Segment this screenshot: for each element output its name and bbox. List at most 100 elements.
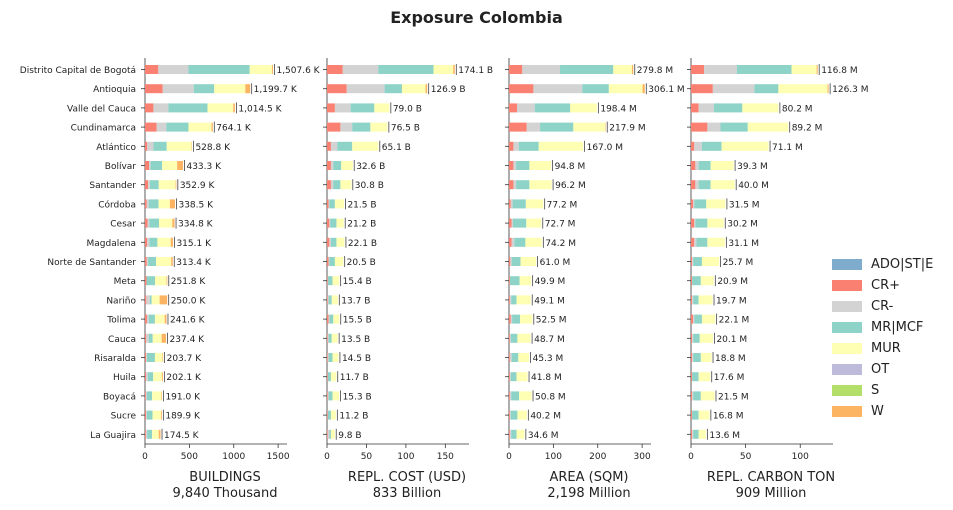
bar-segment-mur (330, 429, 335, 439)
panel-total-label: 833 Billion (373, 486, 442, 501)
bar-segment-mr-mcf (696, 237, 708, 247)
legend-item: W (832, 403, 884, 420)
bar-segment-cr- (692, 353, 694, 362)
bar-segment-mr-mcf (516, 161, 530, 170)
bar-segment-w (159, 295, 168, 305)
bar-segment-cr- (145, 199, 147, 209)
bar-segment-mr-mcf (148, 199, 159, 209)
data-label: 31.5 M (729, 200, 760, 210)
bar-segment-cr- (145, 103, 154, 113)
bar-segment-mr-mcf (350, 103, 375, 113)
bar-segment-cr- (692, 391, 694, 401)
bar-segment-cr- (691, 180, 696, 190)
bar-segment-cr- (145, 314, 147, 324)
data-label: 174.5 K (164, 431, 200, 441)
bar-segment-cr- (509, 391, 510, 401)
data-label: 48.7 M (534, 335, 565, 345)
bar-segment-cr- (510, 199, 513, 209)
bar-segment-cr- (691, 199, 694, 209)
data-label: 13.7 B (341, 296, 370, 306)
bar-segment-mur (334, 199, 344, 209)
bar-segment-cr- (146, 295, 150, 305)
bar-segment-mur (340, 180, 352, 190)
bar-segment-cr- (509, 353, 512, 362)
data-label: 21.5 M (718, 392, 749, 402)
bar-segment-mur (433, 65, 454, 74)
bar-segment-mr-mcf (146, 276, 156, 286)
bar-segment-mur (152, 410, 161, 420)
bar-segment-mur (526, 218, 542, 228)
bar-segment-mur (791, 65, 817, 74)
bar-segment-w (211, 122, 213, 132)
y-tick-label: Magdalena (87, 239, 136, 249)
bar-segment-mr-mcf (693, 429, 699, 439)
data-label: 20.1 M (716, 335, 747, 345)
bar-segment-mr-mcf (509, 276, 520, 286)
bar-segment-mur (332, 353, 339, 362)
bar-segment-cr- (509, 429, 512, 439)
data-label: 764.1 K (216, 124, 252, 134)
x-tick-label: 100 (545, 452, 562, 462)
bar-segment-cr- (509, 372, 511, 382)
bar-segment-mr-mcf (540, 122, 574, 132)
legend-item: MR|MCF (832, 319, 923, 336)
x-tick-label: 200 (589, 452, 606, 462)
bar-segment-cr- (330, 180, 334, 190)
bar-segment-cr- (509, 353, 510, 362)
bar-segment-mur (336, 237, 345, 247)
bar-segment-mr-mcf (328, 353, 333, 362)
bar-segment-cr- (327, 199, 329, 209)
legend-label: MUR (871, 341, 901, 356)
y-tick-label: Antioquia (93, 85, 136, 95)
data-label: 9.8 B (338, 431, 361, 441)
bar-segment-cr- (327, 333, 329, 343)
bar-segment-cr- (509, 84, 534, 94)
bar-segment-mr-mcf (512, 314, 521, 324)
bar-segment-mur (573, 122, 606, 132)
bar-segment-cr- (145, 122, 157, 132)
x-tick-label: 150 (437, 452, 454, 462)
bar-segment-cr- (509, 314, 511, 324)
bar-segment-mr-mcf (188, 65, 250, 74)
bar-segment-cr- (147, 237, 150, 247)
bar-segment-mr-mcf (701, 141, 722, 151)
bar-segment-mur (520, 314, 533, 324)
data-label: 241.6 K (170, 316, 206, 326)
bar-segment-cr- (327, 218, 330, 228)
data-label: 116.8 M (821, 66, 857, 76)
bar-segment-mr-mcf (328, 391, 333, 401)
bar-segment-mur (214, 84, 246, 94)
bar-segment-mr-mcf (693, 333, 700, 343)
bar-segment-cr- (691, 237, 695, 247)
bar-segment-w (642, 84, 645, 94)
bar-segment-mur (333, 314, 340, 324)
bar-segment-mr-mcf (147, 429, 153, 439)
bar-segment-cr- (327, 84, 347, 94)
bar-segment-cr- (695, 180, 699, 190)
legend-item: CR- (832, 298, 893, 315)
bar-segment-cr- (509, 257, 511, 266)
bar-segment-mr-mcf (166, 122, 189, 132)
bar-segment-mur (698, 410, 710, 420)
bar-segment-mur (158, 180, 176, 190)
bar-segment-mr-mcf (510, 410, 518, 420)
bar-segment-mur (154, 353, 163, 362)
bar-segment-cr- (513, 141, 519, 151)
bar-segment-w (271, 65, 273, 74)
bar-segment-mr-mcf (146, 353, 155, 362)
x-tick-label: 300 (634, 452, 651, 462)
x-tick-label: 500 (181, 452, 198, 462)
data-label: 45.3 M (533, 354, 564, 364)
bar-segment-mr-mcf (510, 372, 517, 382)
bar-segment-mur (519, 276, 532, 286)
bar-segment-cr- (145, 372, 147, 382)
bar-segment-cr- (509, 161, 514, 170)
data-label: 25.7 M (723, 258, 754, 268)
bar-segment-w (172, 218, 175, 228)
bar-segment-cr- (509, 180, 514, 190)
bar-segment-cr- (691, 103, 699, 113)
bar-segment-cr- (327, 295, 329, 305)
data-label: 217.9 M (609, 124, 645, 134)
data-label: 79.0 B (393, 104, 422, 114)
bar-segment-mr-mcf (692, 410, 699, 420)
